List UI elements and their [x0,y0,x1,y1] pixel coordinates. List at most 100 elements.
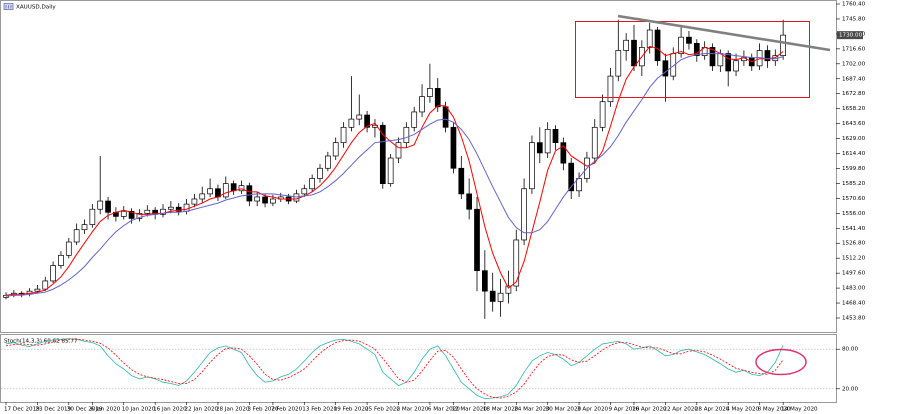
y-tick-label: 1658.20 [842,106,866,112]
candle-body [301,188,308,195]
x-tick-label: 22 Jan 2020 [185,407,219,413]
candle-body [270,198,276,204]
x-tick-label: 17 Dec 2019 [4,407,40,413]
moving-average-line [5,53,784,297]
y-tick-label: 1745.80 [842,16,866,22]
candle-body [340,126,347,144]
candle-body [591,126,598,159]
candle-body [403,126,410,144]
candle-body [293,193,300,202]
candle-body [489,290,496,302]
candle-body [183,203,190,212]
y-tick-label: 1614.40 [842,151,866,157]
stochastic-line [5,338,784,399]
x-tick-label: 30 Dec 2019 [67,407,103,413]
candle-body [686,36,692,44]
x-tick-label: 7 Feb 2020 [271,407,303,413]
candle-body [379,124,386,184]
candle-body [168,206,174,210]
candle-body [309,178,315,190]
y-tick-label: 1716.60 [842,46,866,52]
chart-title: XAUUSD,Daily [16,5,56,11]
x-tick-label: 13 Feb 2020 [302,407,337,413]
last-price-tag [837,31,863,40]
candle-body [325,155,331,169]
x-tick-label: 22 Apr 2020 [663,407,698,413]
marks: 1760.401745.801731.201716.601702.001687.… [1,2,866,413]
candle-body [529,142,535,190]
candle-body [599,101,606,128]
indicator-label: Stoch(14,3,3) 60.62 85.77 [4,339,78,345]
x-tick-label: 3 Feb 2020 [247,407,279,413]
candle-body [678,36,684,54]
candle-body [120,210,127,217]
candle-body [576,178,582,192]
candle-body [246,185,253,202]
candle-body [128,210,135,219]
x-tick-label: 3 Apr 2020 [577,407,608,413]
x-tick-label: 28 Apr 2020 [695,407,730,413]
y-tick-label: 1468.40 [842,301,866,307]
candle-body [709,47,716,67]
candle-body [725,53,732,72]
y-tick-label: 1512.20 [842,256,866,262]
x-tick-label: 9 Apr 2020 [608,407,639,413]
x-tick-label: 18 Mar 2020 [483,407,519,413]
candle-body [332,142,339,157]
candle-body [387,157,394,184]
y-tick-label: 20.00 [842,386,858,392]
candle-body [623,39,630,51]
candle-body [411,111,418,128]
candle-body [81,224,88,231]
candle-body [222,183,229,198]
candle-body [317,167,323,179]
range-box [575,21,810,98]
candle-body [552,129,559,144]
candle-body [693,42,700,56]
candle-body [395,142,402,159]
candle-body [442,106,449,128]
candle-body [497,292,504,302]
candle-body [34,288,41,292]
candle-body [136,212,143,219]
candle-body [427,88,433,97]
x-tick-label: 6 Jan 2020 [90,407,120,413]
y-tick-label: 1497.60 [842,271,866,277]
x-tick-label: 12 Mar 2020 [451,407,487,413]
candle-body [160,208,166,215]
candle-body [646,29,653,48]
candle-body [58,254,64,266]
candle-body [419,96,425,113]
candle-body [764,50,771,62]
y-tick-label: 1672.80 [842,91,866,97]
candle-body [536,142,543,154]
y-tick-label: 1599.80 [842,166,866,172]
indicator-panel-frame [0,334,837,403]
candle-body [568,162,575,192]
y-tick-label: 80.00 [842,347,858,353]
candle-body [144,209,151,214]
y-tick-label: 1556.00 [842,211,866,217]
candle-body [474,208,480,272]
x-tick-label: 14 May 2020 [781,407,818,413]
candle-body [717,53,724,67]
candle-body [458,167,465,195]
candle-body [199,193,206,200]
x-tick-label: 10 Jan 2020 [122,407,156,413]
last-price-label: 1730.00 [839,33,863,39]
y-tick-label: 1541.40 [842,226,866,232]
candle-body [521,188,527,241]
y-tick-label: 1629.00 [842,136,866,142]
candle-body [348,118,355,128]
y-tick-label: 1687.40 [842,76,866,82]
x-tick-label: 16 Jan 2020 [153,407,187,413]
candle-body [466,193,472,210]
candle-body [482,270,488,292]
candle-body [450,126,457,169]
candle-body [262,196,268,204]
candle-body [191,198,198,205]
x-tick-label: 16 Apr 2020 [632,407,667,413]
candle-body [662,60,669,77]
candle-body [105,200,111,213]
